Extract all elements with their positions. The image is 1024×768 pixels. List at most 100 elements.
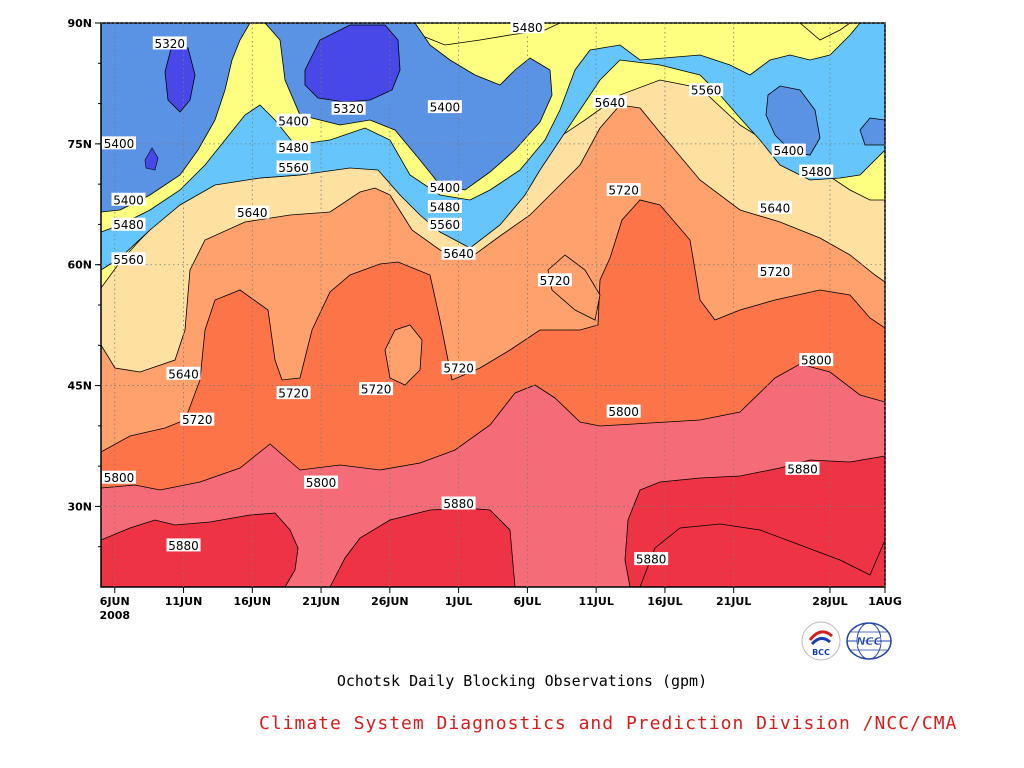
contour-label-bg xyxy=(537,273,572,287)
contour-label: 5880 xyxy=(166,538,201,553)
contour-label: 5800 xyxy=(799,353,834,368)
ncc-logo: NCC xyxy=(846,622,892,660)
contour-label: 5720 xyxy=(606,183,641,198)
axis-ticks: 6JUN 11JUN 16JUN 21JUN 26JUN 1JUL 6JUL 11JUL 16J… xyxy=(67,17,901,622)
contour-label-text: 5720 xyxy=(608,184,639,198)
chart-title: Ochotsk Daily Blocking Observations (gpm… xyxy=(336,672,708,690)
contour-label-text: 5560 xyxy=(278,161,309,175)
contour-label: 5400 xyxy=(427,180,462,195)
contour-label-bg xyxy=(276,160,311,174)
contour-label-text: 5400 xyxy=(278,114,309,128)
contour-label-bg xyxy=(276,113,311,127)
contour-label: 5320 xyxy=(331,101,366,116)
fill-5400-edge xyxy=(859,117,885,146)
contour-fills xyxy=(101,23,885,587)
contour-label-text: 5400 xyxy=(430,101,461,115)
contour-label-bg xyxy=(427,217,462,231)
contour-label-text: 5640 xyxy=(595,96,626,110)
contour-label-text: 5720 xyxy=(760,265,791,279)
contour-label-bg xyxy=(331,101,366,115)
contour-label-bg xyxy=(276,140,311,154)
contour-label-text: 5480 xyxy=(430,201,461,215)
contour-label-text: 5720 xyxy=(540,274,571,288)
contour-label-text: 5880 xyxy=(168,539,199,553)
x-tick-label: 28JUL xyxy=(812,595,847,608)
contour-label: 5560 xyxy=(427,217,462,232)
fill-5320-low-center xyxy=(304,24,401,103)
contour-label-text: 5560 xyxy=(691,84,722,98)
contour-label-text: 5400 xyxy=(773,144,804,158)
contour-label-bg xyxy=(166,538,201,552)
contour-label-text: 5400 xyxy=(430,181,461,195)
contour-label: 5400 xyxy=(276,113,311,128)
contour-label-text: 5800 xyxy=(801,354,832,368)
fill-5400-low-small xyxy=(144,147,159,171)
contour-label-text: 5800 xyxy=(608,405,639,419)
x-tick-label: 16JUL xyxy=(647,595,682,608)
contour-label-bg xyxy=(757,264,792,278)
contour-label: 5720 xyxy=(757,264,792,279)
contour-label: 5640 xyxy=(235,205,270,220)
x-tick-label: 1AUG xyxy=(868,595,902,608)
contour-label: 5560 xyxy=(276,160,311,175)
contour-label: 5640 xyxy=(592,95,627,110)
bcc-logo-text: BCC xyxy=(812,648,830,657)
contour-label-text: 5480 xyxy=(801,165,832,179)
contour-label: 5400 xyxy=(427,100,462,115)
contour-label: 5400 xyxy=(771,143,806,158)
contour-labels: 5320 5320 5400 5400 5400 5400 5400 5400 5480 5480… xyxy=(102,20,834,567)
x-tick-label: 11JUL xyxy=(578,595,613,608)
contour-label-bg xyxy=(510,20,545,34)
x-year-label: 2008 xyxy=(99,609,130,622)
contour-label: 5720 xyxy=(537,273,572,288)
contour-label-bg xyxy=(441,496,476,510)
contour-label-text: 5800 xyxy=(306,476,337,490)
contour-label-bg xyxy=(771,143,806,157)
y-tick-label: 45N xyxy=(67,380,92,393)
fill-5320-5400-left xyxy=(101,23,251,213)
contour-label-bg xyxy=(111,217,146,231)
contour-label-text: 5400 xyxy=(113,193,144,207)
x-tick-label: 11JUN xyxy=(165,595,203,608)
contour-label-bg xyxy=(689,83,724,97)
contour-label: 5560 xyxy=(111,252,146,267)
fill-5480-topright xyxy=(799,23,851,41)
contour-label-bg xyxy=(592,95,627,109)
y-tick-label: 75N xyxy=(67,138,92,151)
contour-label-text: 5640 xyxy=(168,367,199,381)
contour-label-text: 5720 xyxy=(278,387,309,401)
contour-label-text: 5480 xyxy=(512,21,543,35)
fill-5880-right xyxy=(639,523,885,587)
contour-label-text: 5640 xyxy=(237,206,268,220)
contour-label-bg xyxy=(427,180,462,194)
x-tick-label: 6JUL xyxy=(514,595,542,608)
contour-label-bg xyxy=(304,475,339,489)
contour-label-text: 5320 xyxy=(154,37,185,51)
contour-label: 5480 xyxy=(111,217,146,232)
grid-lines xyxy=(101,22,886,587)
contour-label: 5720 xyxy=(276,386,311,401)
fill-5720-island xyxy=(384,324,423,386)
contour-label-bg xyxy=(606,183,641,197)
contour-label-text: 5720 xyxy=(443,362,474,376)
x-tick-label: 21JUL xyxy=(716,595,751,608)
y-tick-label: 90N xyxy=(67,17,92,30)
credit-text: Climate System Diagnostics and Predictio… xyxy=(259,713,958,734)
x-tick-label: 26JUN xyxy=(371,595,409,608)
contour-label: 5400 xyxy=(102,136,136,151)
contour-label: 5400 xyxy=(111,192,146,207)
contour-label: 5480 xyxy=(510,20,545,35)
contour-label: 5880 xyxy=(785,461,820,476)
contour-label-bg xyxy=(606,404,641,418)
contour-label-bg xyxy=(102,136,136,150)
fill-5400-5480 xyxy=(101,23,885,271)
contour-label-text: 5400 xyxy=(104,137,135,151)
contour-label-bg xyxy=(276,386,311,400)
contour-label-bg xyxy=(166,366,201,380)
bcc-logo: BCC xyxy=(801,621,841,661)
contour-label: 5480 xyxy=(427,200,462,215)
contour-label-text: 5720 xyxy=(361,383,392,397)
contour-label: 5480 xyxy=(799,164,834,179)
ncc-logo-text: NCC xyxy=(856,635,881,648)
contour-label-bg xyxy=(359,382,394,396)
